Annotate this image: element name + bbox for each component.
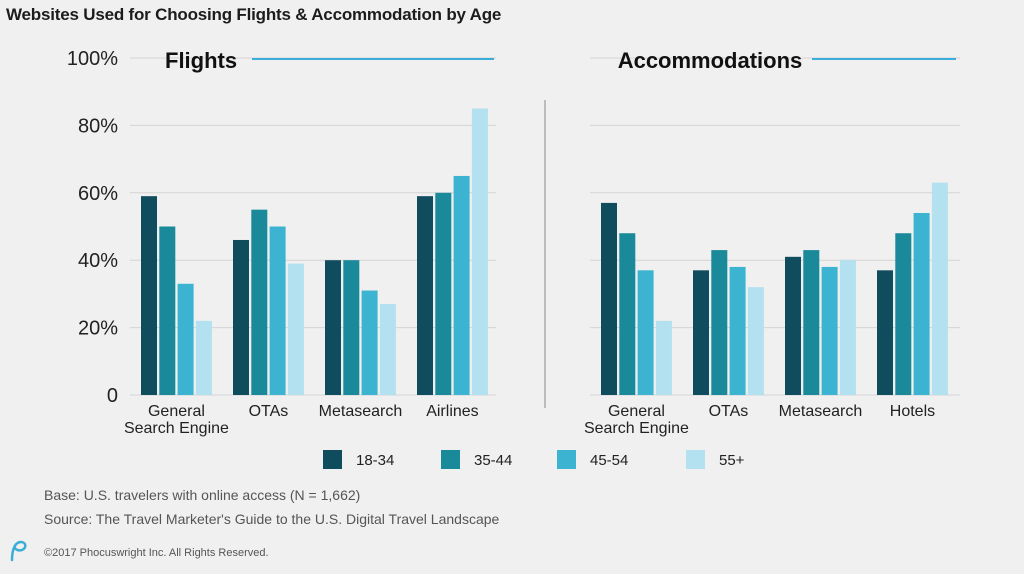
y-tick-label: 20% — [78, 318, 118, 340]
bar — [269, 226, 286, 395]
y-tick-label: 60% — [78, 183, 118, 205]
bar — [877, 270, 893, 395]
bar — [931, 182, 948, 395]
bar — [913, 213, 930, 395]
bar — [287, 263, 304, 395]
chart-title: Websites Used for Choosing Flights & Acc… — [6, 5, 502, 24]
source-note: Source: The Travel Marketer's Guide to t… — [44, 511, 500, 527]
bar — [251, 209, 268, 395]
bar-chart: 0 20% 40% 60% 80% 100% Flights General Search En… — [67, 48, 960, 469]
chart-panel-accommodations: Accommodations General Search Engine OTAs Me… — [584, 48, 960, 437]
legend-swatch — [323, 450, 342, 469]
bar — [159, 226, 176, 395]
bar — [785, 256, 801, 395]
bar — [655, 320, 672, 395]
y-tick-label: 100% — [67, 48, 118, 70]
panel-title: Accommodations — [618, 48, 803, 73]
bar — [747, 287, 764, 395]
category-label: General Search Engine — [584, 403, 689, 437]
bar — [821, 266, 838, 395]
bar — [619, 233, 636, 395]
bar — [233, 239, 249, 395]
y-tick-label: 80% — [78, 115, 118, 137]
legend-swatch — [557, 450, 576, 469]
bar — [693, 270, 709, 395]
category-label: OTAs — [249, 403, 289, 420]
bar — [343, 260, 360, 395]
chart-panel-flights: Flights General Search Engine OTAs Metasearc… — [124, 48, 496, 437]
bar — [637, 270, 654, 395]
bar — [177, 283, 194, 395]
legend-swatch — [686, 450, 705, 469]
bar — [361, 290, 378, 395]
bar — [711, 250, 728, 395]
base-note: Base: U.S. travelers with online access … — [44, 487, 361, 503]
bar — [471, 108, 488, 396]
legend-label: 45-54 — [590, 452, 628, 469]
bar — [435, 192, 452, 395]
bar — [379, 304, 396, 395]
category-label: Metasearch — [779, 403, 863, 420]
bar — [729, 266, 746, 395]
category-label: OTAs — [709, 403, 749, 420]
category-label: Metasearch — [319, 403, 403, 420]
bar — [195, 320, 212, 395]
legend-label: 18-34 — [356, 452, 394, 469]
category-label: Hotels — [890, 403, 935, 420]
category-label: General Search Engine — [124, 403, 229, 437]
bar — [417, 196, 433, 395]
legend-swatch — [441, 450, 460, 469]
legend-label: 35-44 — [474, 452, 512, 469]
category-label: Airlines — [426, 403, 478, 420]
bar — [141, 196, 157, 395]
bar — [839, 260, 856, 395]
bar — [453, 175, 470, 395]
y-tick-label: 0 — [107, 385, 118, 407]
panel-title: Flights — [165, 48, 237, 73]
copyright-note: ©2017 Phocuswright Inc. All Rights Reser… — [44, 547, 269, 559]
phocuswright-logo-icon — [10, 540, 27, 562]
bar — [325, 260, 341, 395]
bar — [601, 202, 617, 395]
legend-label: 55+ — [719, 452, 745, 469]
y-tick-label: 40% — [78, 250, 118, 272]
bar — [895, 233, 912, 395]
bar — [803, 250, 820, 395]
